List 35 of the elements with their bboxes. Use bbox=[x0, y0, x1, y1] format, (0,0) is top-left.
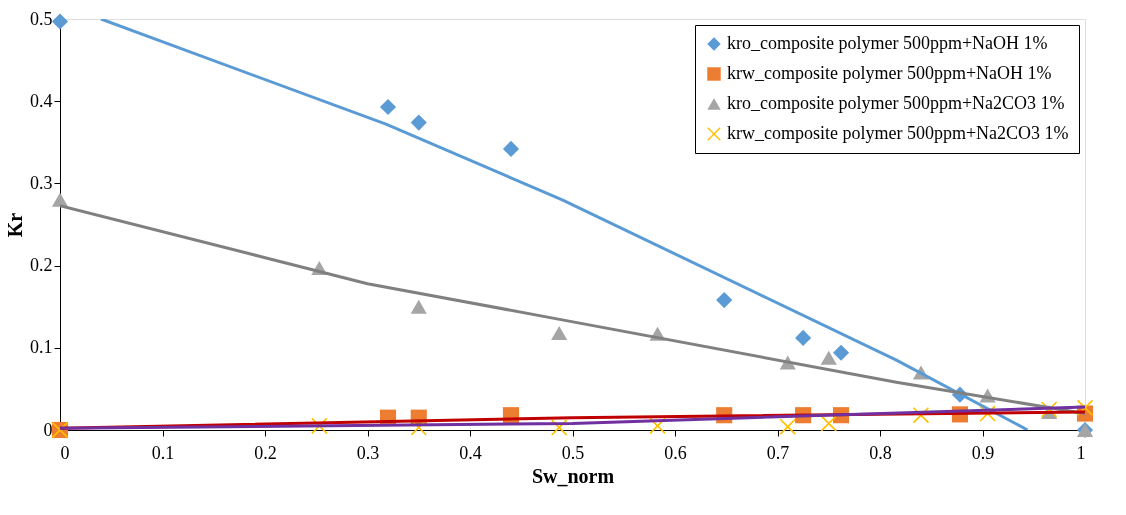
x-tick-label: 0.1 bbox=[151, 442, 175, 463]
legend-label: krw_composite polymer 500ppm+Na2CO3 1% bbox=[727, 123, 1069, 143]
point bbox=[51, 13, 69, 30]
x-tick-label: 0.7 bbox=[766, 442, 790, 463]
x-tick-label: 0.5 bbox=[561, 442, 585, 463]
point bbox=[410, 299, 427, 314]
legend-label: kro_composite polymer 500ppm+NaOH 1% bbox=[727, 33, 1048, 53]
x-tick-label: 0 bbox=[60, 442, 70, 463]
x-tick-label: 0.9 bbox=[971, 442, 995, 463]
point bbox=[410, 114, 427, 131]
x-tick-label: 0.2 bbox=[254, 442, 277, 463]
x-tick-label: 0.3 bbox=[356, 442, 380, 463]
point bbox=[502, 140, 520, 157]
y-tick-label: 0.2 bbox=[30, 255, 53, 276]
point bbox=[779, 418, 796, 435]
x-tick-label: 0.4 bbox=[459, 442, 482, 463]
point bbox=[716, 292, 733, 309]
y-tick-label: 0.3 bbox=[30, 172, 53, 193]
point bbox=[820, 350, 837, 365]
x-axis-title: Sw_norm bbox=[531, 464, 615, 487]
legend-label: krw_composite polymer 500ppm+NaOH 1% bbox=[727, 63, 1052, 83]
y-axis-title: Kr bbox=[4, 212, 26, 238]
x-tick-label: 0.6 bbox=[664, 442, 687, 463]
x-tick-label: 1 bbox=[1076, 442, 1086, 463]
y-tick-label: 0 bbox=[43, 419, 53, 440]
y-tick-label: 0.4 bbox=[30, 90, 53, 111]
x-tick-label: 0.8 bbox=[869, 442, 892, 463]
y-tick-label: 0.1 bbox=[30, 337, 53, 358]
point bbox=[379, 98, 397, 116]
point bbox=[795, 329, 812, 346]
point bbox=[820, 415, 837, 432]
legend-label: kro_composite polymer 500ppm+Na2CO3 1% bbox=[727, 93, 1065, 113]
point bbox=[551, 326, 568, 340]
y-tick-label: 0.5 bbox=[30, 8, 53, 29]
point bbox=[832, 344, 850, 361]
